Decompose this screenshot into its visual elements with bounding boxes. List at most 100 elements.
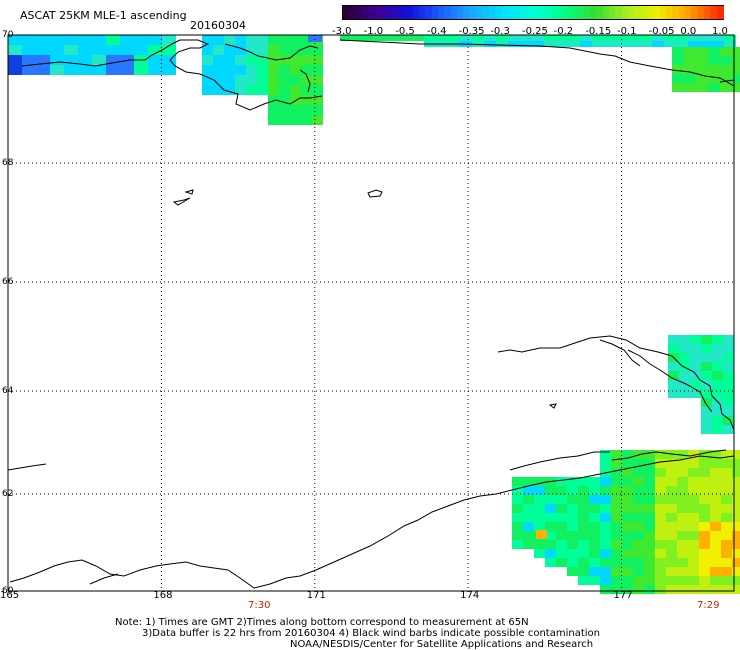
- wind-data-cell: [301, 85, 312, 95]
- wind-data-cell: [732, 585, 740, 594]
- wind-data-cell: [600, 504, 611, 513]
- wind-data-cell: [600, 486, 611, 495]
- wind-data-cell: [666, 540, 677, 549]
- wind-data-cell: [600, 585, 611, 594]
- wind-data-cell: [633, 468, 644, 477]
- latitude-tick-label: 62: [2, 489, 14, 499]
- note-line-1: Note: 1) Times are GMT 2)Times along bot…: [115, 617, 529, 628]
- wind-data-cell: [290, 65, 301, 75]
- colorbar-tick-label: -0.25: [522, 26, 548, 37]
- wind-data-cell: [364, 35, 376, 41]
- wind-data-cell: [556, 495, 567, 504]
- wind-data-cell: [640, 41, 652, 47]
- pass-time-1: 7:30: [248, 600, 271, 611]
- wind-data-cell: [666, 522, 677, 531]
- wind-data-cell: [312, 115, 323, 125]
- wind-data-cell: [202, 65, 213, 75]
- wind-data-cell: [644, 450, 655, 459]
- wind-data-cell: [64, 45, 78, 55]
- colorbar-tick-label: -0.35: [458, 26, 485, 37]
- wind-data-cell: [720, 47, 732, 56]
- wind-data-cell: [672, 83, 684, 92]
- wind-data-cell: [611, 549, 622, 558]
- wind-data-cell: [721, 540, 732, 549]
- colorbar-segment: [590, 6, 598, 19]
- wind-data-cell: [567, 504, 578, 513]
- wind-data-cell: [644, 567, 655, 576]
- longitude-tick-label: 171: [306, 590, 326, 601]
- wind-data-cell: [710, 513, 721, 522]
- wind-data-cell: [677, 540, 688, 549]
- wind-data-cell: [622, 522, 633, 531]
- wind-data-cell: [120, 45, 134, 55]
- wind-data-cell: [556, 558, 567, 567]
- wind-data-cell: [677, 576, 688, 585]
- colorbar-segment: [640, 6, 648, 19]
- wind-data-cell: [672, 56, 684, 65]
- colorbar-segment: [545, 6, 553, 19]
- wind-data-cell: [545, 540, 556, 549]
- wind-data-cell: [202, 45, 213, 55]
- wind-data-cell: [213, 75, 224, 85]
- wind-data-cell: [523, 477, 534, 486]
- colorbar-segment: [621, 6, 629, 19]
- wind-data-cell: [92, 35, 106, 45]
- wind-data-cell: [50, 65, 64, 75]
- wind-data-cell: [677, 450, 688, 459]
- wind-data-cell: [400, 35, 412, 41]
- wind-data-cell: [78, 65, 92, 75]
- wind-data-cell: [616, 35, 628, 41]
- colorbar-segment: [691, 6, 699, 19]
- colorbar-segment: [666, 6, 674, 19]
- wind-data-cell: [246, 45, 257, 55]
- wind-data-cell: [279, 75, 290, 85]
- wind-data-cell: [512, 504, 523, 513]
- colorbar-segment: [647, 6, 655, 19]
- wind-data-cell: [644, 513, 655, 522]
- colorbar-segment: [355, 6, 363, 19]
- wind-data-cell: [655, 495, 666, 504]
- colorbar-segment: [697, 6, 705, 19]
- wind-data-cell: [633, 513, 644, 522]
- graticule: [8, 35, 734, 591]
- wind-data-cell: [508, 35, 520, 41]
- wind-data-cell: [301, 75, 312, 85]
- wind-data-cell: [580, 35, 592, 41]
- wind-data-cell: [684, 74, 696, 83]
- coastline: [7, 39, 735, 589]
- wind-data-cell: [556, 41, 568, 47]
- wind-data-cell: [633, 477, 644, 486]
- wind-data-cell: [655, 567, 666, 576]
- wind-data-cell: [712, 41, 724, 47]
- wind-data-cell: [721, 513, 732, 522]
- wind-data-cell: [611, 459, 622, 468]
- colorbar-segment: [552, 6, 560, 19]
- wind-data-cell: [710, 567, 721, 576]
- wind-data-cell: [556, 504, 567, 513]
- wind-data-cell: [508, 41, 520, 47]
- wind-data-cell: [523, 513, 534, 522]
- wind-data-cell: [720, 83, 732, 92]
- wind-data-cell: [628, 35, 640, 41]
- colorbar-tick-label: -0.2: [553, 26, 574, 37]
- wind-data-cell: [633, 549, 644, 558]
- wind-data-cell: [655, 513, 666, 522]
- wind-data-cell: [732, 459, 740, 468]
- wind-data-cell: [732, 65, 740, 74]
- wind-data-cell: [436, 35, 448, 41]
- wind-data-cell: [545, 558, 556, 567]
- colorbar-segment: [488, 6, 496, 19]
- wind-data-cell: [312, 55, 323, 65]
- wind-data-cell: [106, 55, 120, 65]
- wind-data-cell: [257, 35, 268, 45]
- wind-data-cell: [622, 486, 633, 495]
- wind-data-cell: [701, 371, 712, 380]
- wind-data-cell: [732, 513, 740, 522]
- wind-data-cell: [712, 344, 723, 353]
- wind-data-cell: [589, 522, 600, 531]
- wind-data-cell: [710, 576, 721, 585]
- longitude-tick-label: 168: [153, 590, 173, 601]
- wind-data-cell: [677, 558, 688, 567]
- wind-data-cell: [732, 567, 740, 576]
- wind-data-cell: [679, 335, 690, 344]
